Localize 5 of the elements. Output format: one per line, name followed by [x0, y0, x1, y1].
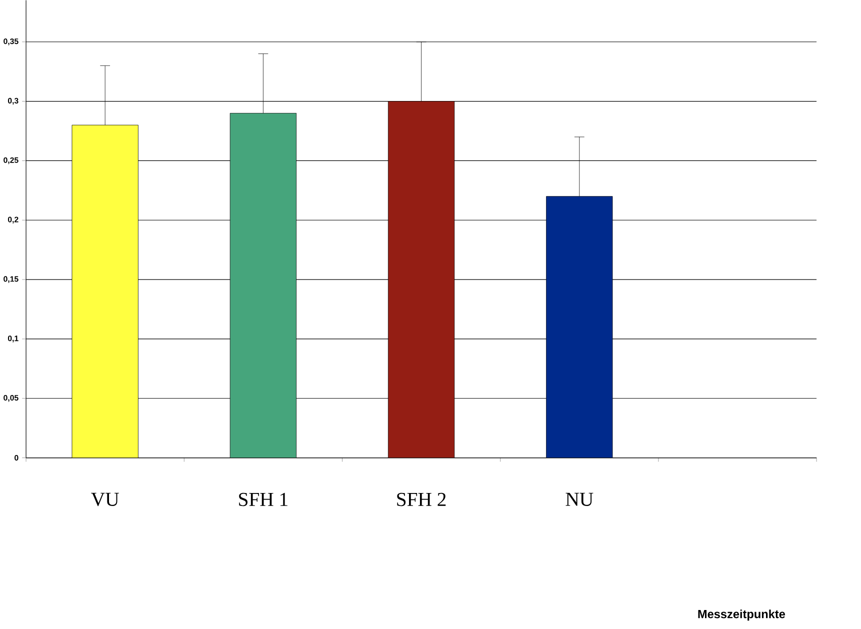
x-tick-label: SFH 1 [239, 492, 288, 506]
x-tick-label: VU [91, 492, 119, 506]
x-tick-label: SFH 2 [397, 492, 446, 506]
text: Messzeitpunkte [698, 610, 786, 621]
x-tick-label: NU [566, 492, 594, 506]
